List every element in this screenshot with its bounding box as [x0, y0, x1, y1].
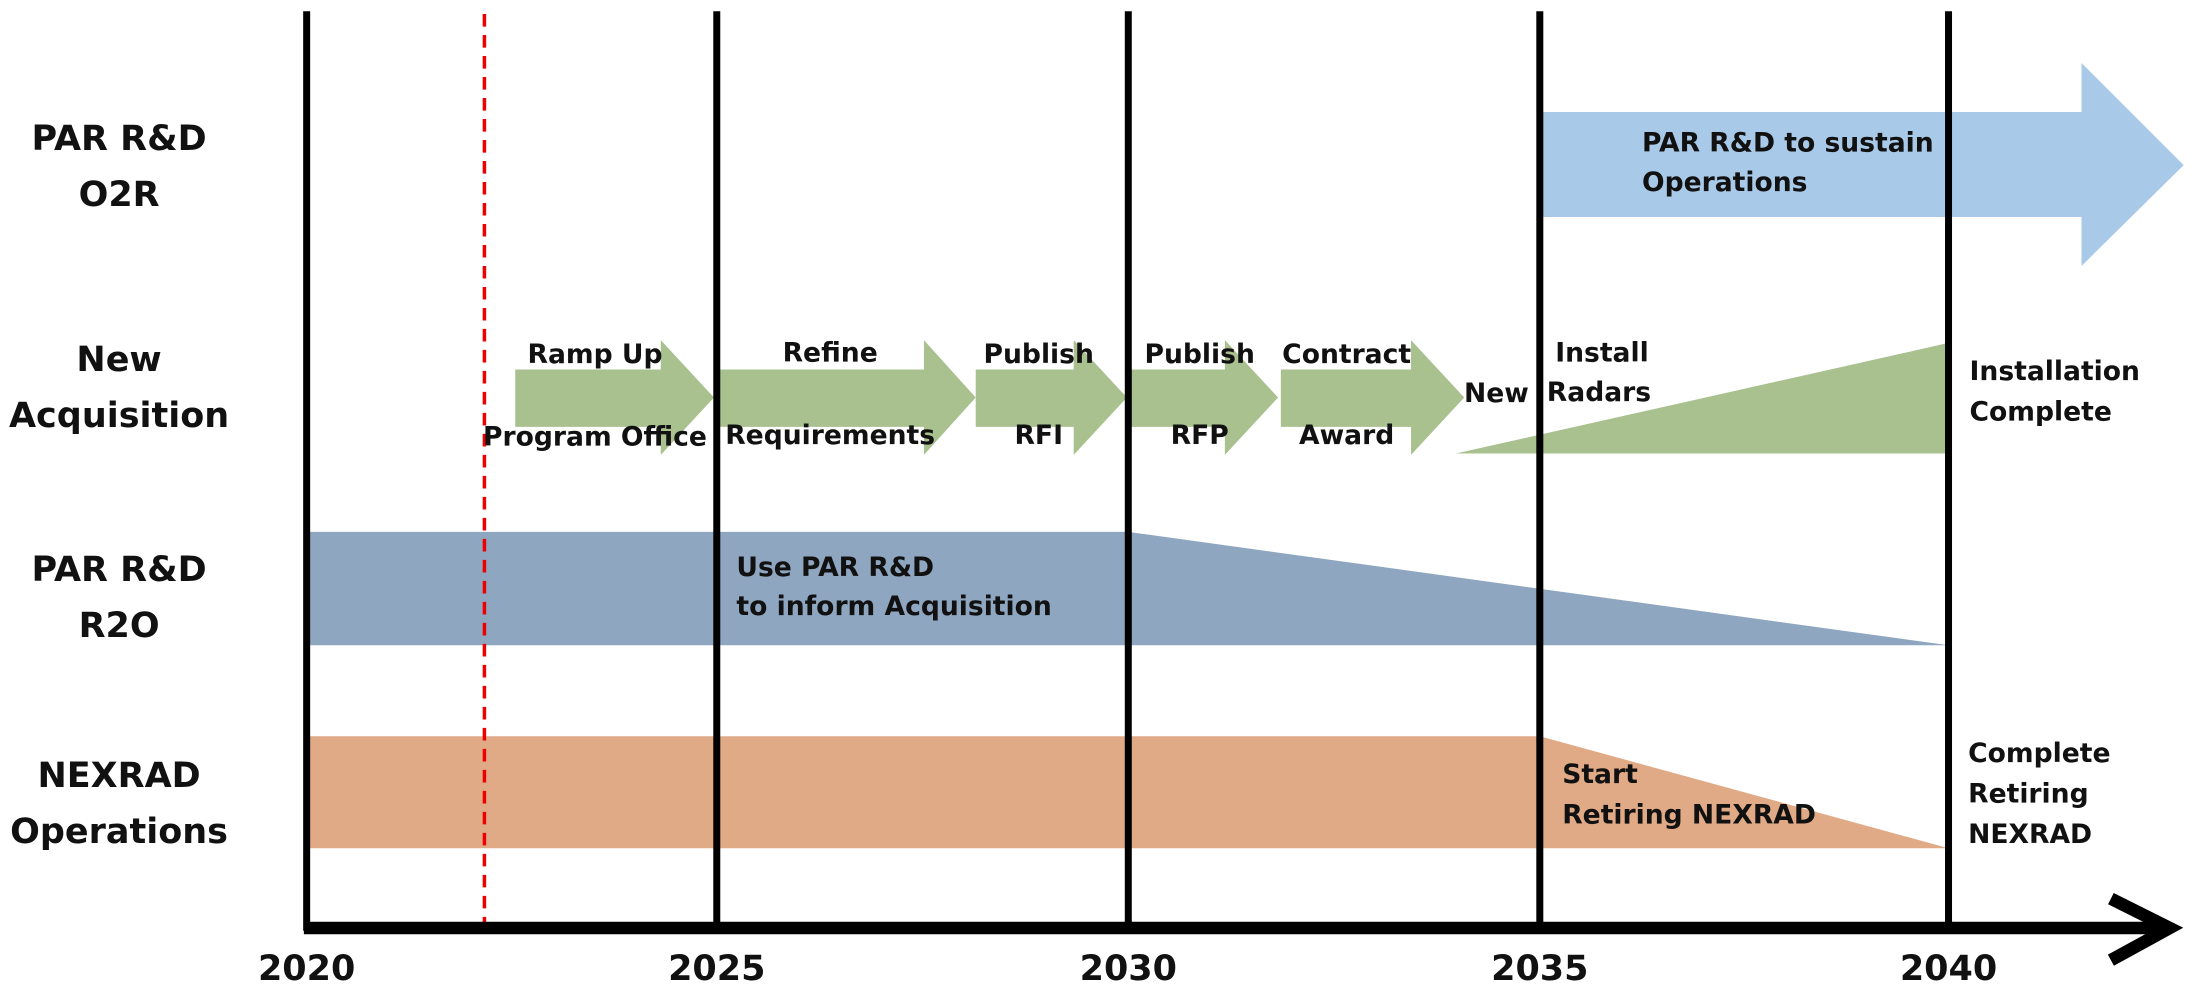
step-arrow — [1128, 340, 1279, 455]
year-label: 2025 — [668, 949, 765, 989]
nexrad-text: Retiring NEXRAD — [1562, 800, 1816, 831]
step-arrow — [1280, 340, 1465, 455]
step-text: Refine — [783, 338, 878, 369]
year-label: 2040 — [1900, 949, 1997, 989]
install-text: Install — [1555, 338, 1649, 369]
row-label: PAR R&D — [32, 119, 207, 159]
complete-text: Complete — [1970, 396, 2112, 427]
o2r-text: Operations — [1642, 167, 1808, 198]
o2r-text: PAR R&D to sustain — [1642, 128, 1934, 159]
install-text: Radars — [1547, 377, 1651, 408]
nexrad-complete: NEXRAD — [1968, 819, 2092, 850]
year-label: 2020 — [258, 949, 355, 989]
step-text: Publish — [984, 339, 1094, 370]
axis-arrowhead — [2107, 892, 2184, 966]
step-arrow — [716, 340, 976, 455]
nexrad-text: Start — [1562, 759, 1638, 790]
row-label: Acquisition — [9, 396, 229, 436]
step-text: Contract — [1282, 339, 1411, 370]
row-label: O2R — [79, 175, 160, 215]
row-label: New — [76, 340, 161, 380]
step-text: RFI — [1014, 420, 1063, 451]
r2o-text: to inform Acquisition — [736, 591, 1051, 622]
step-text: RFP — [1171, 420, 1229, 451]
step-text: Award — [1299, 420, 1394, 451]
step-text: Requirements — [725, 420, 935, 451]
row-label: PAR R&D — [32, 550, 207, 590]
acquisition-arrows — [515, 340, 1949, 455]
new-text: New — [1464, 378, 1529, 409]
year-label: 2030 — [1080, 949, 1177, 989]
complete-text: Installation — [1970, 356, 2140, 387]
step-text: Ramp Up — [528, 339, 663, 370]
step-arrow — [515, 340, 714, 455]
nexrad-complete: Retiring — [1968, 779, 2088, 810]
row-label: Operations — [10, 812, 228, 852]
year-lines — [303, 11, 1953, 931]
row-label: NEXRAD — [37, 756, 200, 796]
step-text: Publish — [1144, 339, 1254, 370]
install-wedge — [1455, 342, 1949, 454]
r2o-text: Use PAR R&D — [736, 552, 934, 583]
row-label: R2O — [79, 606, 160, 646]
step-text: Program Office — [483, 422, 707, 453]
nexrad-complete: Complete — [1968, 738, 2110, 769]
o2r-arrow — [1539, 62, 2184, 266]
year-label: 2035 — [1491, 949, 1588, 989]
step-arrow — [975, 340, 1127, 455]
